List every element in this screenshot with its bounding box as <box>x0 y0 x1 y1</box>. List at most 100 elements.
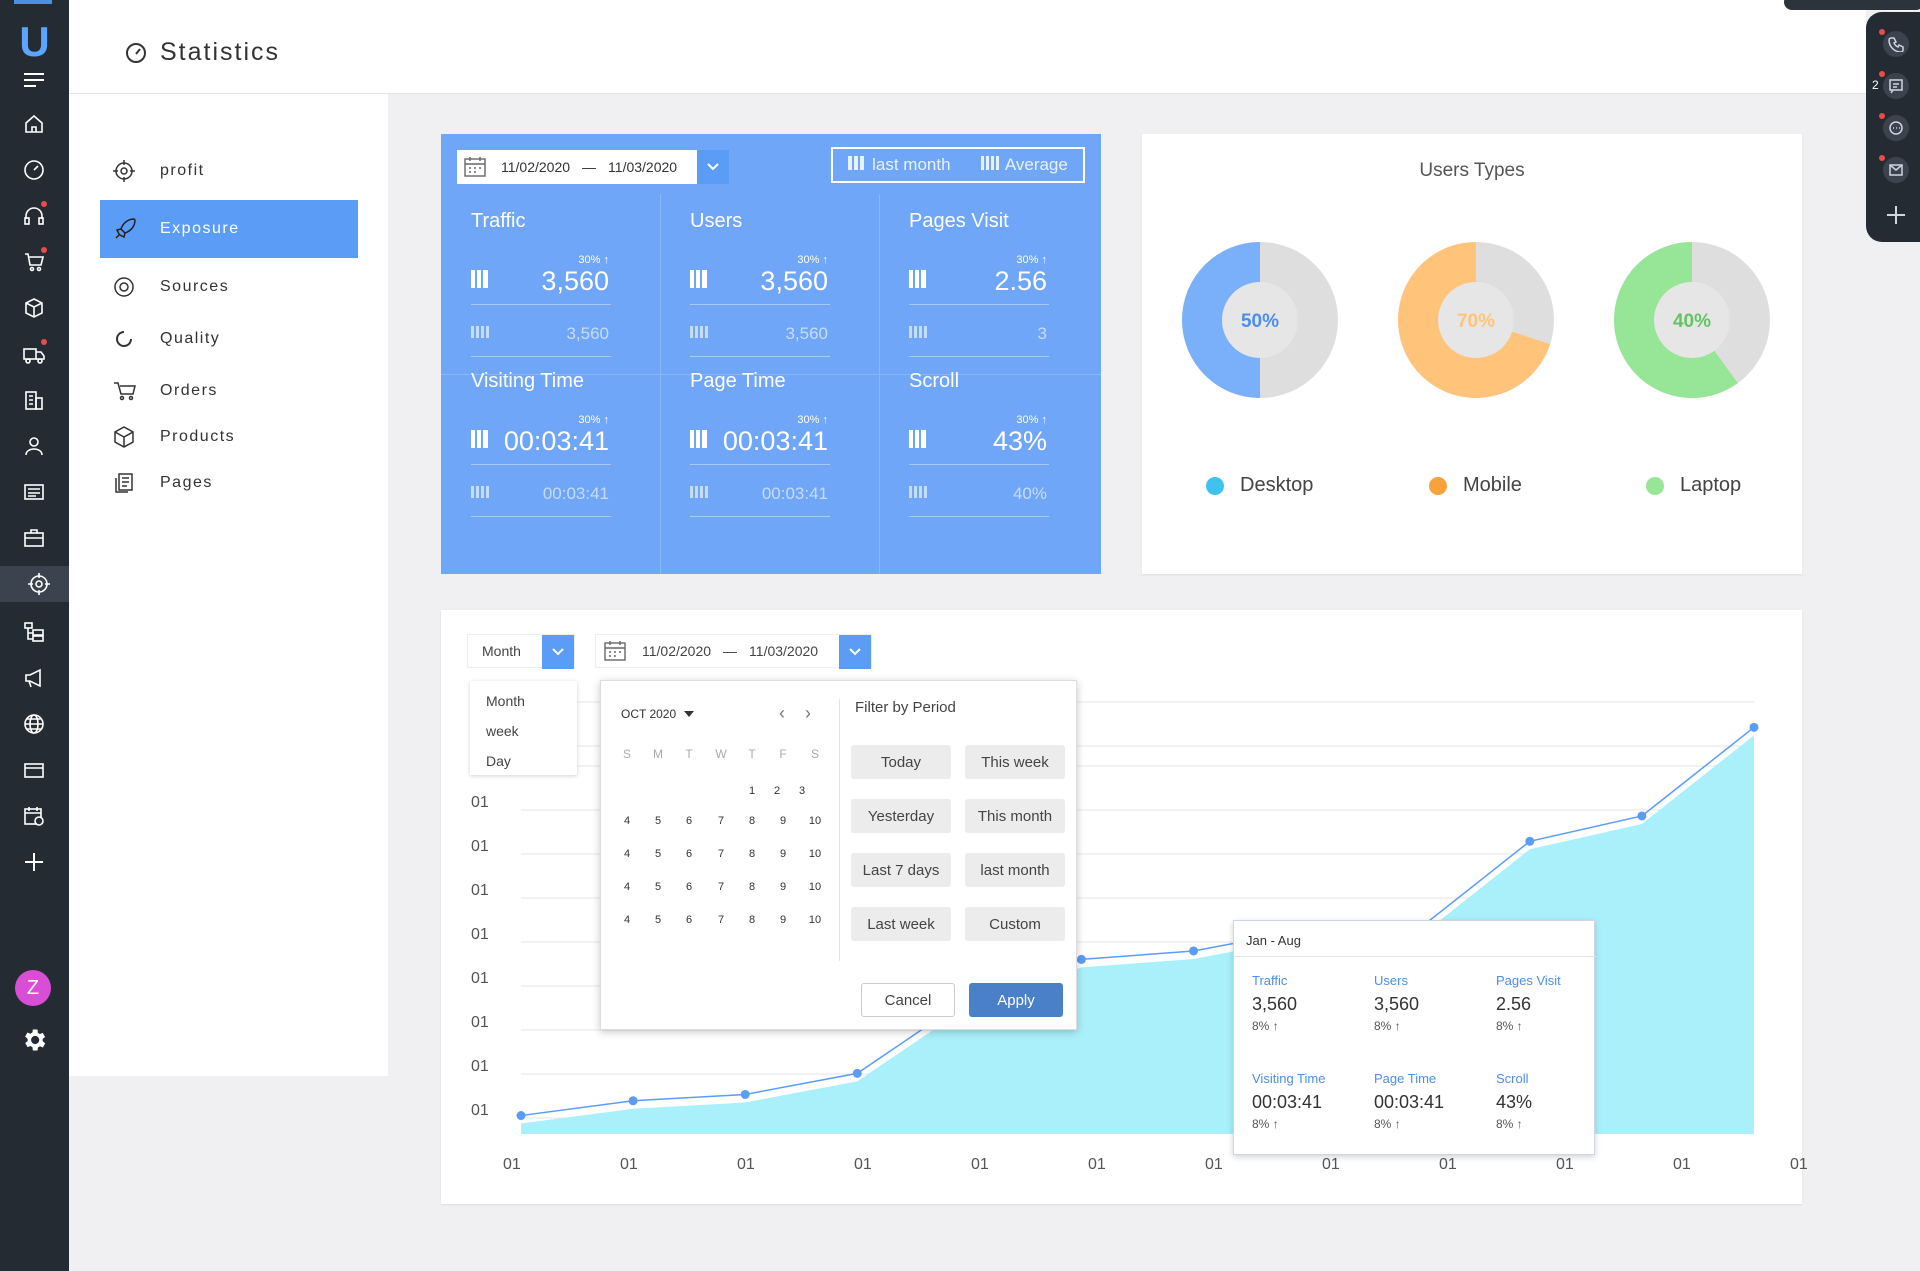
period-button-last-month[interactable]: last month <box>965 853 1065 887</box>
cancel-button[interactable]: Cancel <box>861 983 955 1017</box>
date-range-picker[interactable]: 11/02/2020 — 11/03/2020 <box>457 150 729 184</box>
card-icon[interactable] <box>14 752 54 788</box>
calendar-day[interactable]: 2 <box>773 785 781 797</box>
data-point[interactable] <box>1076 954 1086 964</box>
calendar-day[interactable]: 10 <box>808 914 822 926</box>
top-pill-button[interactable] <box>1784 0 1920 10</box>
gear-icon[interactable] <box>14 1022 54 1058</box>
calendar-day[interactable]: 6 <box>685 881 693 893</box>
period-button-this-week[interactable]: This week <box>965 745 1065 779</box>
mail-icon[interactable] <box>1879 155 1909 183</box>
tooltip-metric: Users 3,560 8% ↑ <box>1374 973 1484 1033</box>
legend-average-label: Average <box>1004 155 1068 174</box>
calendar-day[interactable]: 3 <box>798 785 806 797</box>
subnav-item-quality[interactable]: Quality <box>100 310 358 368</box>
data-point[interactable] <box>1749 722 1759 732</box>
calendar-next-button[interactable]: › <box>805 703 811 723</box>
period-button-this-month[interactable]: This month <box>965 799 1065 833</box>
data-point[interactable] <box>1189 946 1199 956</box>
box-icon[interactable] <box>14 290 54 326</box>
period-option-month[interactable]: Month <box>486 693 525 709</box>
briefcase-icon[interactable] <box>14 520 54 556</box>
chevron-down-icon[interactable] <box>839 635 871 669</box>
calendar-day[interactable]: 5 <box>654 848 662 860</box>
calendar-day[interactable]: 4 <box>623 914 631 926</box>
period-button-last-7-days[interactable]: Last 7 days <box>851 853 951 887</box>
period-option-day[interactable]: Day <box>486 753 511 769</box>
phone-icon[interactable] <box>1879 29 1909 57</box>
list-icon[interactable] <box>14 474 54 510</box>
legend-average[interactable]: Average <box>980 155 1068 175</box>
calendar-day[interactable]: 7 <box>717 881 725 893</box>
calendar-day[interactable]: 7 <box>717 815 725 827</box>
subnav-item-products[interactable]: Products <box>100 408 358 466</box>
globe-icon[interactable] <box>14 706 54 742</box>
add-icon[interactable] <box>1883 202 1909 228</box>
calendar-day[interactable]: 9 <box>779 914 787 926</box>
calendar-day[interactable]: 9 <box>779 881 787 893</box>
calendar-day[interactable]: 8 <box>748 914 756 926</box>
app-logo[interactable]: U <box>19 18 50 65</box>
data-point[interactable] <box>516 1111 526 1121</box>
calendar-day[interactable]: 10 <box>808 881 822 893</box>
chevron-down-icon[interactable] <box>697 150 729 184</box>
calendar-clock-icon[interactable] <box>14 798 54 834</box>
data-point[interactable] <box>852 1068 862 1078</box>
user-icon[interactable] <box>14 428 54 464</box>
data-point[interactable] <box>740 1089 750 1099</box>
chevron-down-icon[interactable] <box>542 635 574 669</box>
calendar-day[interactable]: 9 <box>779 848 787 860</box>
calendar-day[interactable]: 6 <box>685 914 693 926</box>
add-icon[interactable] <box>14 844 54 880</box>
analytics-target-icon[interactable] <box>0 566 77 602</box>
calendar-day[interactable]: 4 <box>623 848 631 860</box>
calendar-day[interactable]: 8 <box>748 848 756 860</box>
calendar-prev-button[interactable]: ‹ <box>779 703 785 723</box>
data-point[interactable] <box>628 1096 638 1106</box>
calendar-day[interactable]: 8 <box>748 881 756 893</box>
cart-icon[interactable] <box>14 244 54 280</box>
period-select[interactable]: Month <box>467 634 575 669</box>
calendar-day[interactable]: 1 <box>748 785 756 797</box>
calendar-day[interactable]: 9 <box>779 815 787 827</box>
subnav-item-orders[interactable]: Orders <box>100 362 358 420</box>
data-point[interactable] <box>1525 836 1535 846</box>
calendar-day[interactable]: 7 <box>717 848 725 860</box>
speedometer-icon[interactable] <box>14 152 54 188</box>
chat-icon[interactable] <box>1879 71 1909 99</box>
legend-last-month[interactable]: last month <box>848 155 951 175</box>
subnav-item-pages[interactable]: Pages <box>100 454 358 512</box>
calendar-day[interactable]: 5 <box>654 815 662 827</box>
calendar-day[interactable]: 5 <box>654 881 662 893</box>
calendar-day[interactable]: 5 <box>654 914 662 926</box>
building-icon[interactable] <box>14 382 54 418</box>
subnav-item-profit[interactable]: profit <box>100 142 358 200</box>
hierarchy-icon[interactable] <box>14 614 54 650</box>
message-icon[interactable] <box>1879 113 1909 141</box>
menu-icon[interactable] <box>14 62 54 98</box>
period-button-yesterday[interactable]: Yesterday <box>851 799 951 833</box>
period-button-last-week[interactable]: Last week <box>851 907 951 941</box>
avatar[interactable]: Z <box>15 970 51 1006</box>
calendar-day[interactable]: 7 <box>717 914 725 926</box>
apply-button[interactable]: Apply <box>969 983 1063 1017</box>
period-option-week[interactable]: week <box>486 723 519 739</box>
headset-icon[interactable] <box>14 198 54 234</box>
truck-icon[interactable] <box>14 336 54 372</box>
period-button-today[interactable]: Today <box>851 745 951 779</box>
period-button-custom[interactable]: Custom <box>965 907 1065 941</box>
calendar-day[interactable]: 4 <box>623 881 631 893</box>
subnav-item-sources[interactable]: Sources <box>100 258 358 316</box>
megaphone-icon[interactable] <box>14 660 54 696</box>
data-point[interactable] <box>1637 811 1647 821</box>
calendar-day[interactable]: 8 <box>748 815 756 827</box>
home-icon[interactable] <box>14 106 54 142</box>
calendar-month-select[interactable]: OCT 2020 <box>621 707 695 721</box>
subnav-item-exposure[interactable]: Exposure <box>100 200 358 258</box>
calendar-day[interactable]: 6 <box>685 815 693 827</box>
calendar-day[interactable]: 10 <box>808 848 822 860</box>
calendar-day[interactable]: 6 <box>685 848 693 860</box>
calendar-day[interactable]: 4 <box>623 815 631 827</box>
calendar-day[interactable]: 10 <box>808 815 822 827</box>
chart-date-range-picker[interactable]: 11/02/2020 — 11/03/2020 <box>595 634 872 669</box>
